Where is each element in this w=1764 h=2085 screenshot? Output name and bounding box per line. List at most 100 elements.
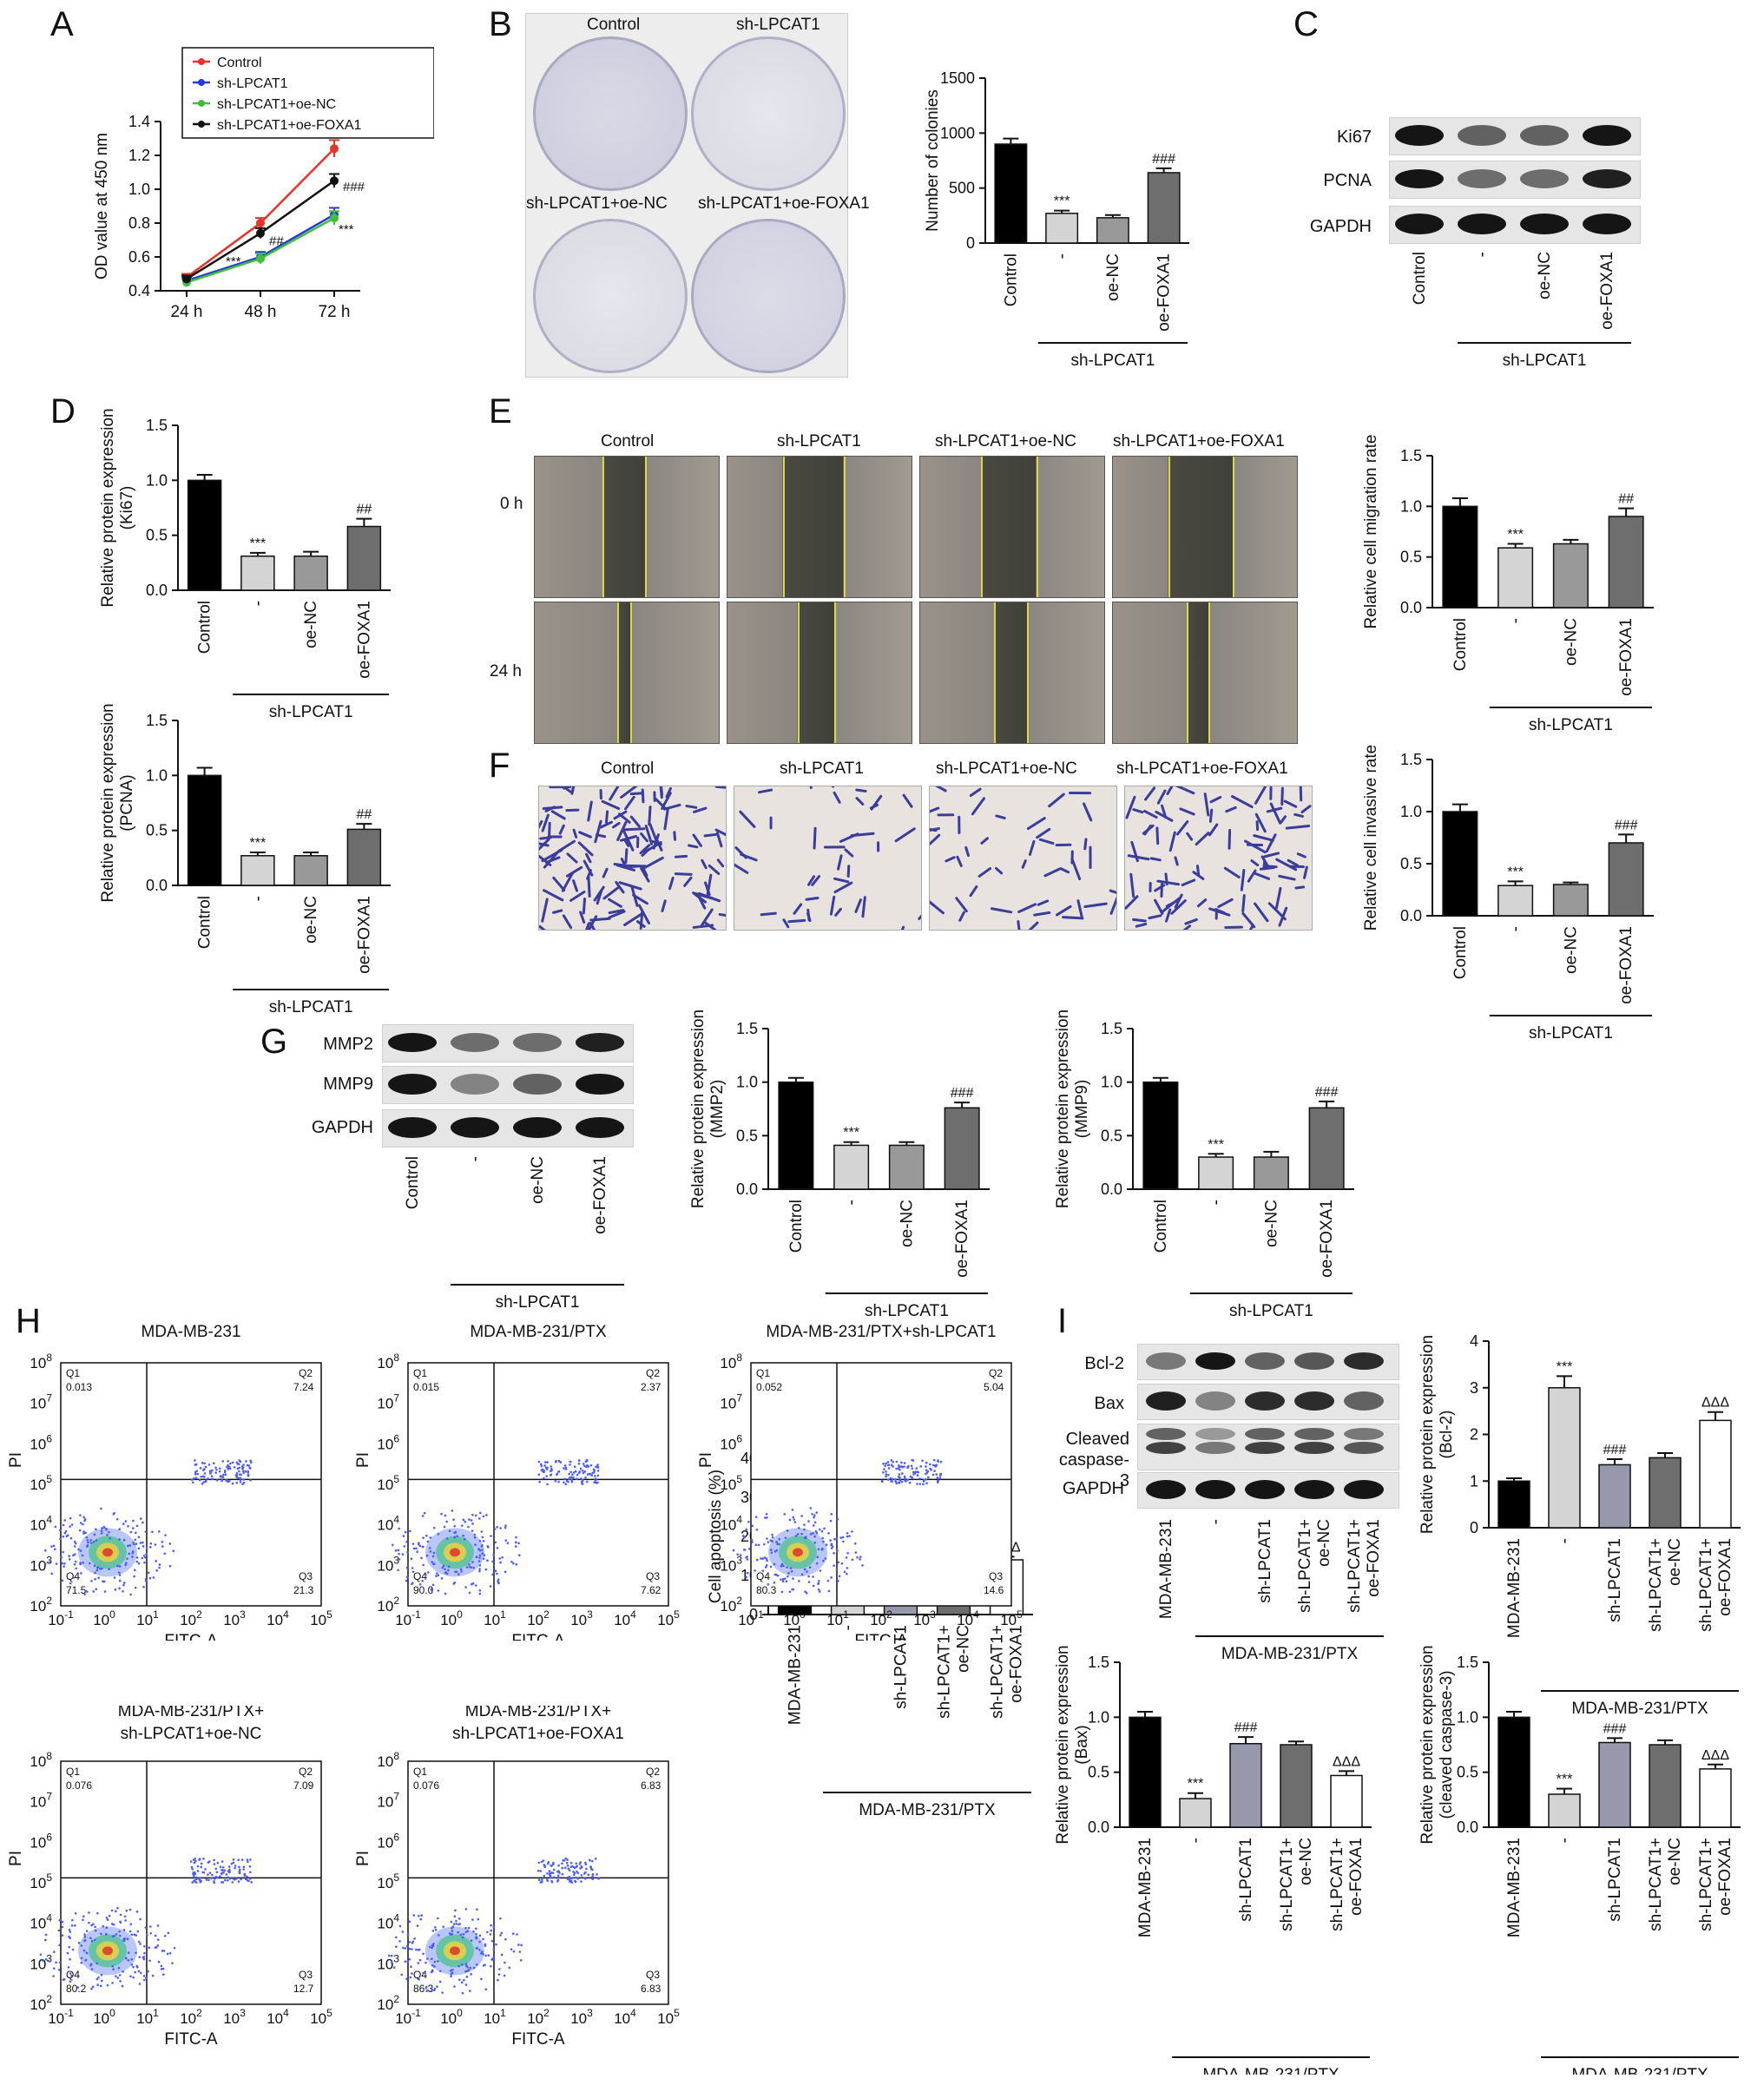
event-dot bbox=[436, 1985, 438, 1988]
event-dot bbox=[241, 1470, 245, 1472]
event-dot bbox=[464, 1520, 466, 1523]
x-tick-label: 102 bbox=[527, 1608, 550, 1628]
event-dot bbox=[94, 1929, 97, 1932]
event-dot bbox=[196, 1472, 200, 1476]
quadrant-name: Q3 bbox=[646, 1969, 660, 1981]
cell bbox=[894, 827, 916, 843]
event-dot bbox=[854, 1551, 858, 1554]
flow-x-label: FITC-A bbox=[511, 1632, 565, 1641]
event-dot bbox=[227, 1479, 231, 1483]
event-dot bbox=[134, 1586, 137, 1589]
cell bbox=[1217, 898, 1234, 909]
event-dot bbox=[431, 1930, 435, 1932]
event-dot bbox=[582, 1463, 585, 1465]
x-tick-label: 101 bbox=[136, 2007, 159, 2027]
event-dot bbox=[504, 1570, 507, 1574]
cell bbox=[740, 852, 758, 862]
y-axis-label: Relative cell migration rate bbox=[1362, 435, 1380, 629]
event-dot bbox=[927, 1476, 930, 1479]
cell bbox=[793, 903, 803, 915]
event-dot bbox=[478, 1569, 481, 1573]
event-dot bbox=[783, 1513, 787, 1516]
event-dot bbox=[561, 1872, 564, 1876]
event-dot bbox=[163, 1552, 167, 1556]
event-dot bbox=[459, 1568, 463, 1571]
cell bbox=[1254, 902, 1269, 923]
event-dot bbox=[916, 1483, 918, 1485]
x-tick-label: 102 bbox=[527, 2007, 550, 2027]
event-dot bbox=[885, 1475, 887, 1478]
dish-label-sh: sh-LPCAT1 bbox=[736, 16, 820, 34]
event-dot bbox=[406, 1933, 410, 1937]
event-dot bbox=[194, 1477, 198, 1479]
event-dot bbox=[572, 1476, 575, 1479]
y-tick-label: 1.5 bbox=[1088, 1654, 1109, 1671]
event-dot bbox=[846, 1531, 849, 1535]
y-axis-label: Relative protein expression bbox=[1418, 1645, 1437, 1844]
event-dot bbox=[745, 1556, 747, 1559]
y-tick-label: 0.5 bbox=[1400, 549, 1422, 566]
event-dot bbox=[137, 1562, 141, 1565]
cell bbox=[995, 866, 1004, 875]
event-dot bbox=[898, 1479, 902, 1482]
event-dot bbox=[787, 1575, 789, 1578]
event-dot bbox=[397, 1549, 400, 1552]
event-dot bbox=[142, 1975, 146, 1977]
y-tick-exp: 8 bbox=[46, 1750, 52, 1762]
event-dot bbox=[231, 1482, 234, 1485]
blot-label-caspase3: Cleaved caspase-3 bbox=[1058, 1430, 1129, 1490]
cell bbox=[668, 876, 675, 891]
event-dot bbox=[461, 1524, 464, 1527]
event-dot bbox=[128, 1552, 131, 1556]
blot-band bbox=[1195, 1480, 1235, 1499]
event-dot bbox=[569, 1470, 572, 1474]
event-dot bbox=[481, 1552, 484, 1555]
flow-x-label: FITC-A bbox=[511, 2030, 565, 2049]
cell bbox=[692, 833, 703, 847]
event-dot bbox=[900, 1461, 903, 1464]
x-tick-exp: 4 bbox=[973, 1608, 979, 1621]
cell bbox=[930, 900, 945, 915]
scratch-edge-line bbox=[843, 457, 846, 597]
event-dot bbox=[387, 1954, 391, 1957]
cell bbox=[1244, 839, 1267, 854]
event-dot bbox=[809, 1533, 813, 1536]
event-dot bbox=[894, 1480, 898, 1483]
event-dot bbox=[478, 1556, 481, 1559]
event-dot bbox=[238, 1865, 240, 1869]
cell bbox=[1228, 829, 1232, 850]
quadrant-value: 7.62 bbox=[641, 1584, 662, 1596]
event-dot bbox=[918, 1483, 922, 1485]
event-dot bbox=[151, 1530, 154, 1534]
event-dot bbox=[773, 1562, 776, 1566]
panel-letter-a: A bbox=[50, 5, 74, 43]
event-dot bbox=[848, 1535, 851, 1537]
event-dot bbox=[552, 1868, 556, 1871]
event-dot bbox=[813, 1535, 816, 1538]
x-tick-exp: 2 bbox=[196, 2007, 202, 2019]
event-dot bbox=[931, 1463, 935, 1467]
event-dot bbox=[807, 1581, 811, 1583]
event-dot bbox=[101, 1979, 103, 1983]
event-dot bbox=[833, 1538, 836, 1541]
event-dot bbox=[803, 1568, 806, 1571]
event-dot bbox=[491, 1560, 494, 1563]
y-tick-label: 0.4 bbox=[128, 282, 150, 299]
event-dot bbox=[833, 1564, 835, 1567]
event-dot bbox=[410, 1557, 413, 1560]
event-dot bbox=[592, 1468, 596, 1470]
event-dot bbox=[408, 1947, 411, 1950]
event-dot bbox=[237, 1880, 240, 1883]
event-dot bbox=[457, 1978, 461, 1982]
x-tick-label: Control bbox=[196, 601, 214, 654]
cell bbox=[807, 875, 816, 886]
y-tick-exp: 3 bbox=[46, 1554, 52, 1566]
event-dot bbox=[470, 1519, 473, 1522]
event-dot bbox=[540, 1469, 543, 1472]
event-dot bbox=[586, 1473, 589, 1476]
significance-marker: ### bbox=[951, 1086, 974, 1101]
x-tick-label: MDA-MB-231 bbox=[1505, 1538, 1524, 1638]
x-tick-label: oe-NC bbox=[1562, 926, 1580, 974]
event-dot bbox=[242, 1868, 246, 1871]
event-dot bbox=[437, 1917, 439, 1920]
